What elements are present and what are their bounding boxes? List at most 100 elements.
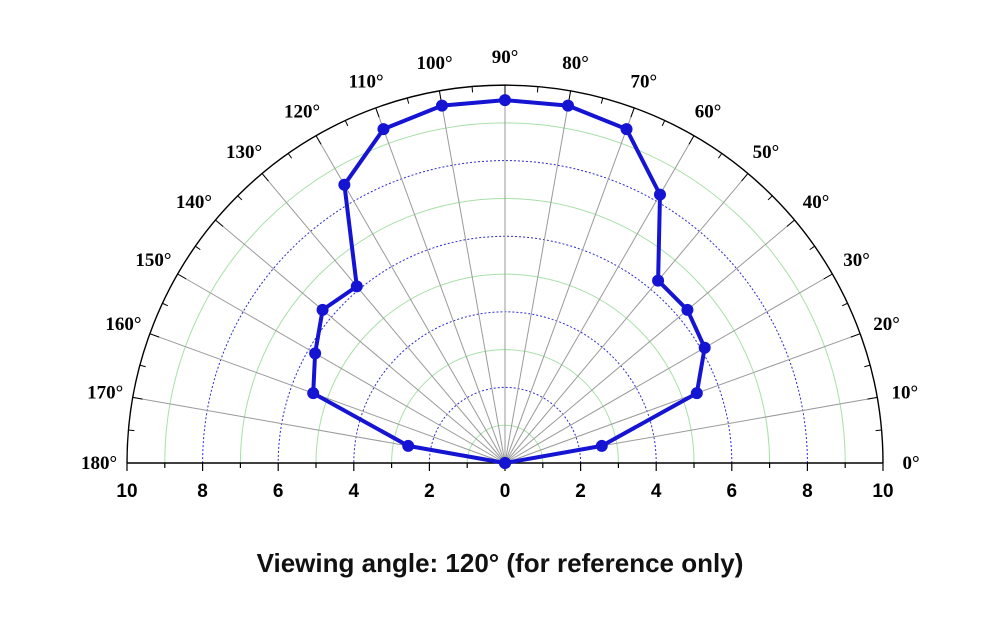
angle-spoke <box>438 90 506 464</box>
angle-tick-label: 90° <box>492 47 519 68</box>
radial-tick-label: 0 <box>500 481 511 502</box>
data-point <box>377 123 390 136</box>
radial-tick-label: 8 <box>197 481 208 502</box>
angle-tick-mark <box>177 273 187 280</box>
angle-tick-mark <box>237 195 243 201</box>
radial-tick-label: 4 <box>349 481 360 502</box>
data-point <box>309 347 322 360</box>
angle-spoke <box>215 219 506 464</box>
angle-tick-mark <box>406 97 410 104</box>
angle-tick-mark <box>741 173 749 182</box>
angle-tick-mark <box>600 97 604 104</box>
angle-spoke <box>504 173 749 464</box>
angle-tick-label: 70° <box>631 71 658 92</box>
major-grid-circle <box>202 160 808 464</box>
angle-tick-label: 50° <box>753 142 780 163</box>
angle-tick-mark <box>823 273 833 280</box>
angle-spoke <box>375 107 506 464</box>
angle-tick-mark <box>875 429 882 432</box>
data-point <box>620 123 633 136</box>
angle-tick-label: 100° <box>416 53 452 74</box>
data-point <box>698 341 711 354</box>
angle-spoke <box>504 90 572 464</box>
data-point <box>595 439 608 452</box>
angle-tick-mark <box>215 219 224 227</box>
angle-tick-mark <box>568 90 572 101</box>
angle-tick-label: 110° <box>349 71 384 92</box>
grid-layer <box>132 85 878 464</box>
angle-tick-label: 120° <box>284 101 320 122</box>
angle-tick-label: 40° <box>803 192 830 213</box>
series-line <box>311 98 707 465</box>
angle-tick-mark <box>195 245 201 251</box>
angle-tick-mark <box>867 396 878 400</box>
angle-tick-label: 160° <box>105 314 141 335</box>
angle-tick-mark <box>149 333 160 338</box>
data-point <box>402 439 415 452</box>
data-point <box>435 99 448 112</box>
radial-tick-label: 4 <box>651 481 662 502</box>
angle-tick-label: 0° <box>902 453 919 474</box>
angle-tick-label: 180° <box>81 453 117 474</box>
angle-tick-mark <box>287 153 293 159</box>
radial-tick-label: 8 <box>802 481 813 502</box>
angle-tick-mark <box>850 333 861 338</box>
angle-tick-mark <box>809 245 815 251</box>
angle-tick-mark <box>841 302 848 307</box>
radial-tick-label: 6 <box>727 481 738 502</box>
angle-tick-mark <box>344 120 349 127</box>
data-point <box>499 94 511 107</box>
angle-tick-mark <box>375 107 380 118</box>
angle-spoke <box>504 333 861 464</box>
angle-tick-mark <box>139 364 146 368</box>
angle-spoke <box>504 107 635 464</box>
angle-tick-mark <box>661 120 666 127</box>
angle-tick-label: 150° <box>135 250 171 271</box>
angle-tick-mark <box>261 173 269 182</box>
data-point <box>316 303 329 316</box>
angle-tick-mark <box>717 153 723 159</box>
radial-tick-label: 2 <box>424 481 435 502</box>
angle-tick-mark <box>471 86 474 93</box>
data-point <box>499 457 511 469</box>
axis-labels: 0° 10° 20° 30° 40° 50° 60° 70° 80° 90° 100° 110° 120… <box>81 47 920 502</box>
angle-spoke <box>177 273 506 464</box>
angle-spoke <box>504 273 833 464</box>
data-point <box>350 280 363 293</box>
radial-tick-label: 6 <box>273 481 284 502</box>
angle-tick-mark <box>162 302 169 307</box>
angle-tick-mark <box>128 429 135 432</box>
angle-tick-label: 10° <box>892 382 919 403</box>
angle-tick-mark <box>786 219 795 227</box>
angle-tick-label: 140° <box>176 192 212 213</box>
angle-tick-mark <box>864 364 871 368</box>
angle-tick-mark <box>536 86 539 93</box>
radial-tick-label: 2 <box>575 481 586 502</box>
data-point <box>562 99 575 112</box>
data-point <box>681 303 694 316</box>
angle-tick-mark <box>438 90 442 101</box>
data-point <box>338 178 351 191</box>
angle-tick-mark <box>688 135 695 145</box>
angle-spoke <box>504 219 795 464</box>
caption: Viewing angle: 120° (for reference only) <box>256 548 744 578</box>
angle-tick-mark <box>132 396 143 400</box>
angle-tick-label: 130° <box>226 142 262 163</box>
angle-spoke <box>315 135 506 464</box>
angle-tick-mark <box>767 195 773 201</box>
angle-tick-mark <box>315 135 322 145</box>
angle-spoke <box>149 333 506 464</box>
radial-tick-label: 10 <box>116 481 137 502</box>
angle-tick-label: 170° <box>87 382 123 403</box>
angle-spoke <box>504 135 695 464</box>
angle-tick-label: 80° <box>562 53 589 74</box>
angle-tick-label: 20° <box>873 314 900 335</box>
data-point <box>690 387 703 400</box>
angle-tick-mark <box>630 107 635 118</box>
data-point <box>652 274 665 287</box>
data-point <box>653 188 666 201</box>
angle-tick-label: 30° <box>843 250 870 271</box>
angle-spoke <box>261 173 506 464</box>
data-point <box>307 387 320 400</box>
